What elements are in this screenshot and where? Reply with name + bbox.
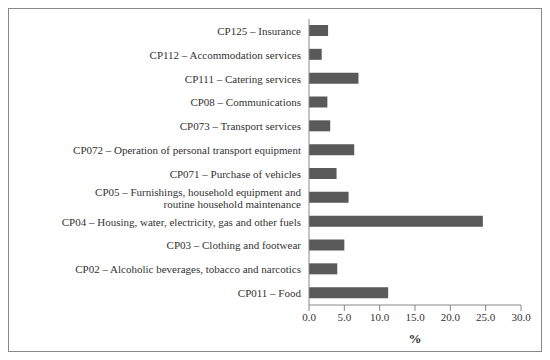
svg-text:CP011 – Food: CP011 – Food <box>238 287 302 299</box>
svg-text:CP05 – Furnishings, household: CP05 – Furnishings, household equipment … <box>95 186 301 210</box>
svg-text:CP073 – Transport services: CP073 – Transport services <box>180 120 301 132</box>
svg-text:5.0: 5.0 <box>337 311 351 323</box>
svg-text:0.0: 0.0 <box>302 311 316 323</box>
svg-text:CP112 – Accommodation services: CP112 – Accommodation services <box>150 49 301 61</box>
svg-text:25.0: 25.0 <box>476 311 496 323</box>
svg-text:CP111 – Catering services: CP111 – Catering services <box>185 73 301 85</box>
svg-text:CP02 – Alcoholic beverages, to: CP02 – Alcoholic beverages, tobacco and … <box>75 263 301 275</box>
svg-text:CP125 – Insurance: CP125 – Insurance <box>217 25 301 37</box>
svg-text:20.0: 20.0 <box>441 311 461 323</box>
svg-text:CP072 – Operation of personal: CP072 – Operation of personal transport … <box>73 144 301 156</box>
svg-text:30.0: 30.0 <box>511 311 531 323</box>
svg-text:10.0: 10.0 <box>370 311 390 323</box>
svg-text:15.0: 15.0 <box>405 311 425 323</box>
svg-text:CP04 – Housing, water, electri: CP04 – Housing, water, electricity, gas … <box>62 216 301 228</box>
svg-text:CP08 – Communications: CP08 – Communications <box>190 96 301 108</box>
svg-text:%: % <box>409 331 422 346</box>
svg-text:CP071 – Purchase of vehicles: CP071 – Purchase of vehicles <box>170 168 301 180</box>
svg-text:CP03 – Clothing and footwear: CP03 – Clothing and footwear <box>167 239 302 251</box>
